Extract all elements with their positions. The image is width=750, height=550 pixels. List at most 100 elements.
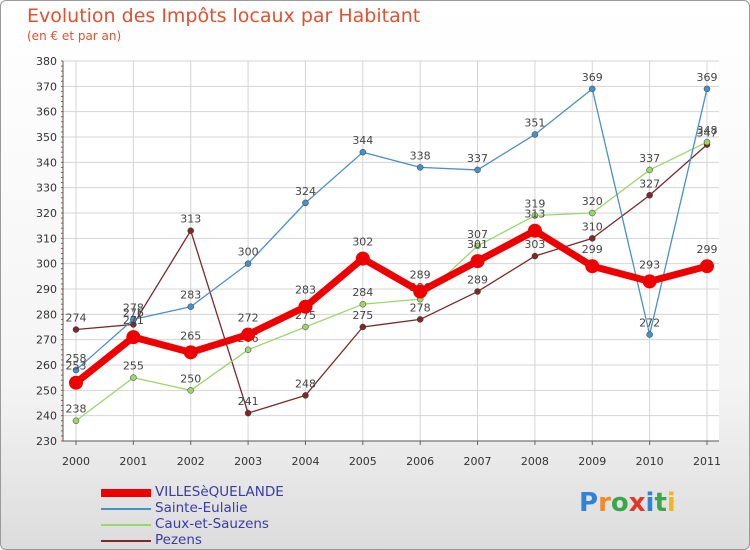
logo-letter: r [598, 488, 611, 518]
data-point-caux-et-sauzens [359, 300, 367, 308]
data-label-pezens: 248 [295, 377, 316, 390]
data-point-caux-et-sauzens [244, 346, 252, 354]
data-label-sainte-eulalie: 278 [123, 301, 144, 314]
legend-swatch [101, 540, 151, 542]
y-tick-label: 340 [36, 156, 57, 169]
data-point-villes-quelande [470, 254, 485, 269]
data-point-pezens [531, 252, 539, 260]
data-point-sainte-eulalie [646, 331, 653, 338]
data-point-villes-quelande [298, 299, 313, 314]
data-point-caux-et-sauzens [589, 209, 596, 217]
data-label-caux-et-sauzens: 250 [180, 372, 201, 385]
proxiti-logo: Proxiti [579, 488, 676, 518]
data-label-caux-et-sauzens: 319 [524, 198, 545, 211]
series-line-pezens [75, 144, 708, 414]
data-point-pezens [474, 288, 481, 295]
data-label-caux-et-sauzens: 337 [639, 152, 660, 165]
logo-letter: P [579, 488, 599, 518]
data-point-pezens [646, 192, 653, 199]
plot-area [63, 61, 719, 441]
y-tick-label: 380 [36, 55, 57, 68]
data-point-caux-et-sauzens [130, 374, 137, 381]
x-tick-label: 2005 [349, 455, 377, 468]
data-point-pezens [72, 326, 80, 333]
data-label-pezens: 303 [524, 238, 545, 251]
data-point-villes-quelande [355, 251, 370, 266]
data-label-villes-quelande: 253 [66, 360, 87, 373]
data-point-pezens [416, 316, 424, 323]
y-tick-label: 310 [36, 232, 57, 245]
data-label-pezens: 278 [410, 301, 431, 314]
data-label-villes-quelande: 289 [410, 269, 431, 282]
x-tick-label: 2000 [62, 455, 90, 468]
data-point-pezens [589, 235, 596, 242]
data-point-sainte-eulalie [531, 131, 539, 138]
series-line-villes-quelande [73, 227, 708, 386]
data-point-villes-quelande [527, 223, 542, 238]
y-tick-label: 300 [36, 258, 57, 271]
y-tick-label: 250 [36, 384, 57, 397]
data-point-caux-et-sauzens [72, 417, 80, 424]
data-label-caux-et-sauzens: 348 [697, 124, 718, 137]
x-tick-label: 2003 [234, 455, 262, 468]
legend-label: Caux-et-Sauzens [155, 516, 269, 532]
data-point-villes-quelande [183, 345, 198, 360]
data-label-caux-et-sauzens: 238 [66, 403, 87, 416]
logo-letter: i [666, 488, 676, 518]
legend-label: Pezens [155, 532, 202, 548]
x-tick-label: 2011 [693, 455, 721, 468]
data-point-sainte-eulalie [187, 303, 194, 310]
data-label-pezens: 347 [697, 127, 718, 140]
x-tick-label: 2004 [291, 455, 319, 468]
data-label-villes-quelande: 271 [123, 314, 144, 327]
data-label-villes-quelande: 302 [352, 236, 373, 249]
data-point-pezens [359, 323, 367, 331]
data-point-sainte-eulalie [130, 316, 137, 323]
legend-label: VILLESèQUELANDE [155, 484, 284, 500]
data-point-sainte-eulalie [359, 148, 367, 156]
data-point-villes-quelande [69, 375, 83, 390]
data-point-sainte-eulalie [302, 199, 309, 207]
x-tick-label: 2002 [177, 455, 205, 468]
data-label-pezens: 327 [639, 177, 660, 190]
x-tick-label: 2006 [406, 455, 434, 468]
data-point-villes-quelande [413, 284, 428, 299]
legend-label: Sainte-Eulalie [155, 500, 248, 516]
y-tick-label: 270 [36, 334, 57, 347]
data-point-pezens [187, 227, 194, 234]
data-label-sainte-eulalie: 283 [180, 289, 201, 302]
data-point-caux-et-sauzens [474, 242, 481, 250]
x-tick-label: 2009 [578, 455, 606, 468]
data-point-villes-quelande [126, 330, 141, 345]
data-label-pezens: 276 [123, 306, 144, 319]
data-point-caux-et-sauzens [531, 212, 539, 219]
data-point-sainte-eulalie [244, 260, 252, 267]
data-label-sainte-eulalie: 337 [467, 152, 488, 165]
legend-swatch [101, 508, 151, 510]
x-tick-label: 2010 [636, 455, 664, 468]
data-point-villes-quelande [700, 259, 714, 274]
data-label-villes-quelande: 272 [238, 312, 259, 325]
data-point-sainte-eulalie [416, 164, 424, 171]
x-tick-label: 2007 [464, 455, 492, 468]
data-point-sainte-eulalie [589, 85, 596, 93]
data-label-sainte-eulalie: 369 [697, 71, 718, 84]
data-point-sainte-eulalie [72, 366, 80, 374]
data-label-villes-quelande: 265 [180, 329, 201, 342]
y-tick-label: 320 [36, 207, 57, 220]
data-label-villes-quelande: 313 [524, 208, 545, 221]
data-label-sainte-eulalie: 272 [639, 317, 660, 330]
data-point-sainte-eulalie [474, 166, 481, 174]
y-tick-label: 360 [36, 106, 57, 119]
y-tick-label: 260 [36, 359, 57, 372]
data-point-caux-et-sauzens [646, 166, 653, 174]
data-label-villes-quelande: 299 [697, 243, 718, 256]
legend-swatch [101, 489, 151, 497]
data-point-villes-quelande [642, 274, 657, 289]
data-label-villes-quelande: 299 [582, 243, 603, 256]
series-line-sainte-eulalie [75, 88, 708, 371]
data-label-sainte-eulalie: 369 [582, 71, 603, 84]
data-label-pezens: 241 [238, 395, 259, 408]
data-label-sainte-eulalie: 258 [66, 352, 87, 365]
